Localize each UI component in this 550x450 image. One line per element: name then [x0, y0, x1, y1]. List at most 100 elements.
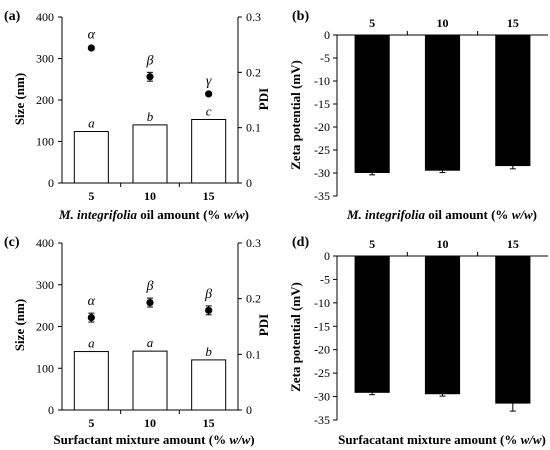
pdi-point: [146, 73, 154, 81]
x-axis-label: M. integrifolia oil amount (% w/w): [346, 207, 537, 222]
x-axis-label-part: w/w: [229, 432, 250, 447]
x-axis-label-part: M. integrifolia: [58, 207, 138, 222]
y-tick-label: -5: [320, 51, 330, 65]
x-tick-label: 15: [203, 189, 215, 203]
x-axis-label-part: w/w: [512, 207, 533, 222]
x-axis-label-part: ): [250, 432, 254, 447]
y-tick-label: 0: [324, 249, 330, 263]
pdi-point: [146, 298, 154, 307]
y-tick-label: -30: [314, 166, 330, 180]
y-tick-label: -35: [314, 413, 330, 427]
y-tick-label: 0: [324, 28, 330, 42]
pdi-point: [87, 313, 95, 322]
size-bar: [73, 131, 109, 184]
y-tick-label: -35: [314, 189, 330, 203]
y-tick-label: -15: [314, 319, 330, 333]
zeta-bar: [354, 256, 390, 393]
size-bar: [191, 119, 227, 184]
bar-significance-letter: a: [147, 335, 154, 350]
bar-significance-letter: b: [147, 109, 154, 124]
x-axis-label-part: ): [245, 207, 249, 222]
size-bar: [73, 351, 109, 411]
y-tick-label: -5: [320, 272, 330, 286]
y-axis-label: Size (nm): [12, 299, 27, 351]
panel-label: (d): [292, 235, 309, 250]
y-tick-label: 0: [48, 176, 54, 190]
panel-d-zeta-chart: (d) Zeta potential (mV) Surfacatant mixt…: [288, 235, 548, 447]
y-tick-label: -15: [314, 97, 330, 111]
y2-tick-label: 0.2: [246, 65, 261, 79]
y2-tick-label: 0.2: [246, 292, 261, 306]
panel-b-zeta-chart: (b) Zeta potential (mV) M. integrifolia …: [288, 9, 548, 222]
x-axis-label-part: w/w: [224, 207, 245, 222]
y2-tick-label: 0.1: [246, 347, 261, 361]
bar-significance-letter: c: [206, 104, 212, 119]
point-significance-letter: β: [204, 287, 212, 302]
y2-axis-label: PDI: [256, 314, 271, 336]
y-tick-label: 100: [36, 135, 54, 149]
x-tick-label: 10: [437, 16, 449, 30]
x-axis-label-part: ): [533, 207, 537, 222]
y-axis-label: Zeta potential (mV): [288, 282, 303, 392]
point-significance-letter: β: [146, 279, 154, 294]
y-tick-label: -30: [314, 390, 330, 404]
y-tick-label: 400: [36, 10, 54, 24]
zeta-bar: [424, 35, 461, 171]
zeta-bar: [495, 35, 531, 167]
point-significance-letter: α: [88, 27, 96, 42]
pdi-point: [87, 44, 95, 52]
x-axis-label-part: Surfactant mixture amount (%: [53, 432, 229, 447]
panel-c-size-pdi-chart: (c) Size (nm) PDI Surfactant mixture amo…: [4, 235, 271, 447]
bar-significance-letter: a: [88, 336, 95, 351]
y-axis-label: Zeta potential (mV): [288, 60, 303, 170]
y2-axis-label: PDI: [256, 88, 271, 110]
y2-tick-label: 0.3: [246, 236, 261, 250]
x-axis-label-part: oil amount (%: [425, 207, 512, 222]
y-tick-label: 300: [36, 278, 54, 292]
x-axis-label-part: ): [542, 432, 546, 447]
bar-significance-letter: b: [205, 344, 212, 359]
point-significance-letter: α: [88, 294, 96, 309]
point-significance-letter: β: [146, 53, 154, 68]
x-tick-label: 15: [203, 416, 215, 430]
pdi-point: [205, 306, 213, 314]
x-axis-label-part: w/w: [521, 432, 542, 447]
y2-tick-label: 0.3: [246, 10, 261, 24]
x-axis-label: Surfacatant mixture amount (% w/w): [338, 432, 546, 447]
bar-significance-letter: a: [88, 116, 95, 131]
x-axis-label-part: Surfacatant mixture amount (%: [338, 432, 520, 447]
y-tick-label: 100: [36, 361, 54, 375]
size-bar: [132, 350, 168, 411]
y-tick-label: 400: [36, 236, 54, 250]
y-tick-label: 300: [36, 52, 54, 66]
y2-tick-label: 0: [246, 176, 252, 190]
y-tick-label: -10: [314, 74, 330, 88]
x-tick-label: 10: [144, 416, 156, 430]
y2-tick-label: 0: [246, 403, 252, 417]
zeta-bar: [495, 256, 531, 404]
y-tick-label: 200: [36, 320, 54, 334]
y-tick-label: 0: [48, 403, 54, 417]
panel-a-size-pdi-chart: (a) Size (nm) PDI M. integrifolia oil am…: [4, 9, 271, 222]
pdi-point: [205, 90, 213, 98]
zeta-bar: [424, 256, 461, 395]
zeta-bar: [354, 35, 390, 173]
panel-label: (c): [4, 235, 20, 250]
x-axis-label-part: M. integrifolia: [346, 207, 426, 222]
x-tick-label: 5: [369, 16, 375, 30]
x-tick-label: 5: [88, 189, 94, 203]
x-tick-label: 5: [88, 416, 94, 430]
y-tick-label: -20: [314, 120, 330, 134]
y-tick-label: -20: [314, 343, 330, 357]
x-tick-label: 10: [437, 237, 449, 251]
point-significance-letter: γ: [206, 74, 212, 89]
y-tick-label: -10: [314, 296, 330, 310]
size-bar: [191, 359, 227, 411]
x-tick-label: 5: [369, 237, 375, 251]
x-tick-label: 15: [507, 237, 519, 251]
x-tick-label: 10: [144, 189, 156, 203]
y2-tick-label: 0.1: [246, 121, 261, 135]
panel-label: (b): [292, 9, 309, 24]
y-tick-label: -25: [314, 366, 330, 380]
